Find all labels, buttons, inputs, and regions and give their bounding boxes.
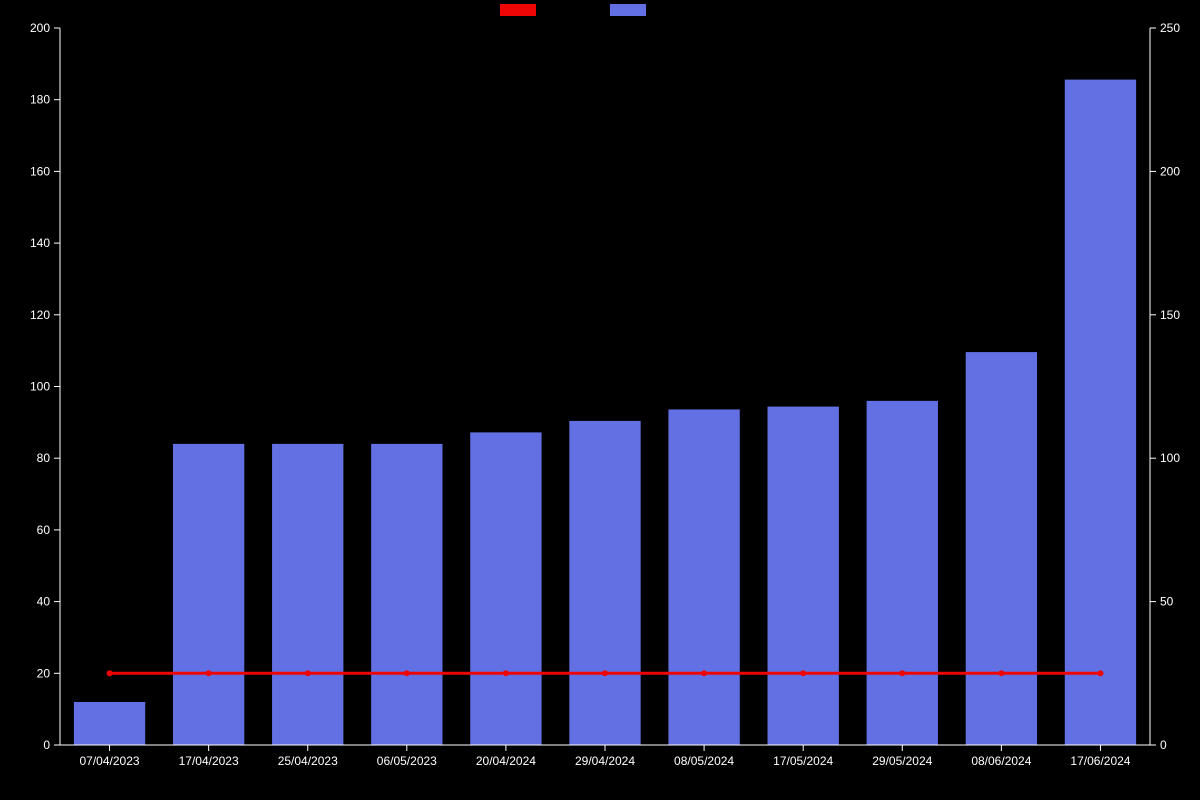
line-marker: [899, 670, 905, 676]
bar: [371, 444, 442, 745]
y-left-label: 160: [30, 164, 50, 178]
x-label: 17/04/2023: [179, 754, 239, 768]
x-label: 08/06/2024: [971, 754, 1031, 768]
bar: [470, 432, 541, 745]
legend-swatch-line: [500, 4, 536, 16]
bar: [173, 444, 244, 745]
y-right-label: 250: [1160, 21, 1180, 35]
line-marker: [1097, 670, 1103, 676]
bar: [1065, 80, 1136, 745]
y-right-label: 200: [1160, 164, 1180, 178]
x-label: 29/04/2024: [575, 754, 635, 768]
bar: [569, 421, 640, 745]
bar: [768, 407, 839, 745]
y-left-label: 120: [30, 308, 50, 322]
x-label: 17/06/2024: [1070, 754, 1130, 768]
line-marker: [206, 670, 212, 676]
y-right-label: 50: [1160, 595, 1174, 609]
x-label: 08/05/2024: [674, 754, 734, 768]
x-label: 29/05/2024: [872, 754, 932, 768]
line-marker: [107, 670, 113, 676]
y-left-label: 40: [37, 595, 51, 609]
y-left-label: 80: [37, 451, 51, 465]
bar: [668, 409, 739, 745]
x-label: 07/04/2023: [80, 754, 140, 768]
bar: [74, 702, 145, 745]
y-left-label: 0: [43, 738, 50, 752]
y-left-label: 140: [30, 236, 50, 250]
bar: [867, 401, 938, 745]
combo-chart: 0 20 40 60 80 100 120 140 160 180 200 0 50 100 150 200 2…: [0, 0, 1200, 800]
x-label: 25/04/2023: [278, 754, 338, 768]
x-label: 20/04/2024: [476, 754, 536, 768]
line-marker: [701, 670, 707, 676]
line-marker: [305, 670, 311, 676]
y-left-label: 200: [30, 21, 50, 35]
chart-container: 0 20 40 60 80 100 120 140 160 180 200 0 50 100 150 200 2…: [0, 0, 1200, 800]
bar: [272, 444, 343, 745]
y-right-label: 100: [1160, 451, 1180, 465]
y-left-label: 60: [37, 523, 51, 537]
line-marker: [998, 670, 1004, 676]
y-right-label: 0: [1160, 738, 1167, 752]
line-marker: [404, 670, 410, 676]
x-label: 06/05/2023: [377, 754, 437, 768]
bar: [966, 352, 1037, 745]
line-marker: [503, 670, 509, 676]
legend-swatch-bar: [610, 4, 646, 16]
line-marker: [602, 670, 608, 676]
y-left-label: 180: [30, 93, 50, 107]
y-left-label: 20: [37, 666, 51, 680]
y-left-label: 100: [30, 380, 50, 394]
y-right-label: 150: [1160, 308, 1180, 322]
line-marker: [800, 670, 806, 676]
x-label: 17/05/2024: [773, 754, 833, 768]
